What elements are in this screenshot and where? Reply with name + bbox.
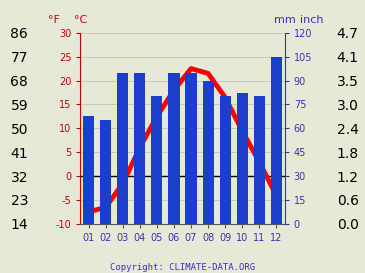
- Bar: [237, 93, 247, 224]
- Text: °F: °F: [48, 15, 59, 25]
- Bar: [203, 81, 214, 224]
- Text: inch: inch: [300, 15, 323, 25]
- Text: mm: mm: [274, 15, 296, 25]
- Bar: [185, 73, 196, 224]
- Bar: [219, 96, 231, 224]
- Bar: [254, 96, 265, 224]
- Text: °C: °C: [74, 15, 87, 25]
- Bar: [100, 120, 111, 224]
- Bar: [270, 57, 282, 224]
- Bar: [134, 73, 145, 224]
- Bar: [168, 73, 180, 224]
- Bar: [83, 115, 94, 224]
- Text: Copyright: CLIMATE-DATA.ORG: Copyright: CLIMATE-DATA.ORG: [110, 263, 255, 272]
- Bar: [118, 73, 128, 224]
- Bar: [151, 96, 162, 224]
